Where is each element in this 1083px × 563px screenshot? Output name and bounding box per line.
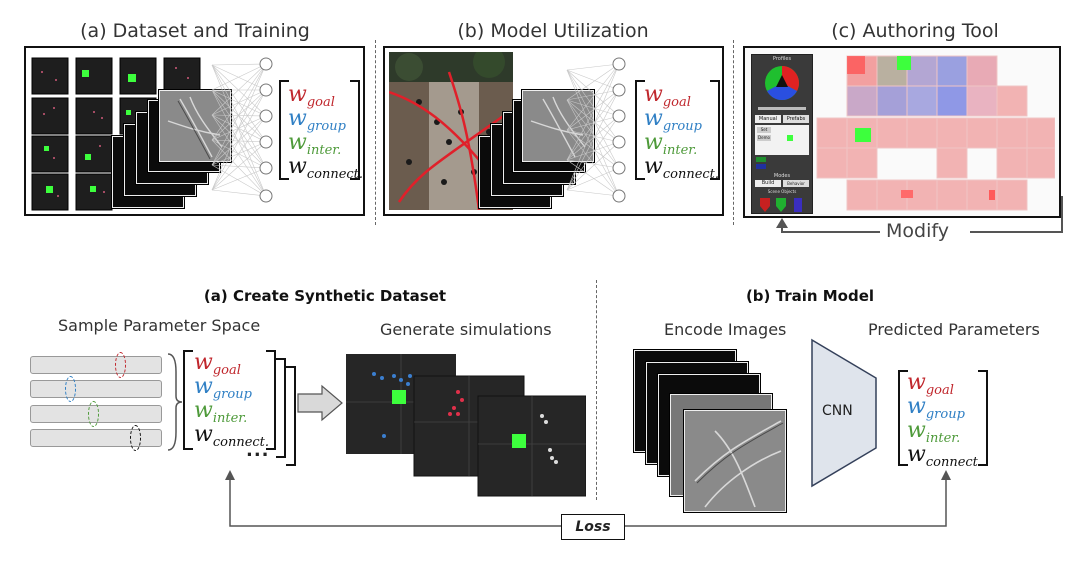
bottom-separator <box>596 280 597 500</box>
simulation-thumbnail-grid <box>31 57 201 211</box>
encoded-frame-5 <box>683 409 787 513</box>
vector-bracket-left-b <box>635 80 645 180</box>
w-inter: w <box>194 398 213 423</box>
top-separator-1 <box>375 40 376 225</box>
sample-weight-vector: wgoal wgroup winter. wconnect. <box>194 350 270 451</box>
w-connect: w <box>907 442 926 467</box>
w-connect: w <box>288 154 307 179</box>
w-group: w <box>288 106 307 131</box>
scene-objects-label: Scene Objects <box>767 189 797 194</box>
vector-bracket-left <box>279 80 289 180</box>
w-group: w <box>194 374 213 399</box>
generate-arrow <box>297 384 343 422</box>
demo-button[interactable]: Demo <box>757 135 771 141</box>
profile-slider[interactable] <box>758 107 806 110</box>
w-goal: w <box>194 350 213 375</box>
set-button[interactable]: Set <box>757 127 771 133</box>
sample-marker-connect <box>130 425 141 451</box>
panel-c-title: (c) Authoring Tool <box>831 20 999 42</box>
w-inter: w <box>644 130 663 155</box>
profile-color-wheel <box>765 66 799 100</box>
ellipsis: ... <box>246 440 270 461</box>
w-group: w <box>907 394 926 419</box>
vector-bracket-right-b <box>710 80 720 180</box>
panel-b-title: (b) Model Utilization <box>457 20 649 42</box>
stack-bracket-3 <box>286 366 296 466</box>
w-connect: w <box>194 422 213 447</box>
pred-vector-bracket-left <box>898 370 908 466</box>
panel-a-title: (a) Dataset and Training <box>80 20 310 42</box>
panel-c-box: Profiles Manual Prefabs Set Demo Modes B… <box>743 46 1061 218</box>
modify-feedback-arrow <box>776 196 1063 233</box>
top-separator-2 <box>733 40 734 225</box>
w-goal: w <box>644 82 663 107</box>
simulation-frames <box>346 354 586 497</box>
loss-feedback-arrow <box>225 470 951 527</box>
sample-marker-group <box>65 376 76 402</box>
w-connect: w <box>644 154 663 179</box>
sample-vector-bracket-right <box>266 350 276 450</box>
modes-label: Modes <box>773 173 791 179</box>
param-slider-goal[interactable] <box>30 356 162 374</box>
swatch-blue[interactable] <box>756 164 766 169</box>
pred-vector-bracket-right <box>978 370 988 466</box>
section-b-title: (b) Train Model <box>745 287 875 305</box>
sample-marker-inter <box>88 401 99 427</box>
predicted-parameters-label: Predicted Parameters <box>868 320 1040 339</box>
loss-label: Loss <box>561 514 625 540</box>
modify-label: Modify <box>886 220 949 242</box>
w-inter: w <box>288 130 307 155</box>
section-a-title: (a) Create Synthetic Dataset <box>203 287 447 305</box>
w-inter: w <box>907 418 926 443</box>
weight-vector-b: wgoal wgroup winter. wconnect. <box>644 82 720 183</box>
brace <box>167 353 183 451</box>
encode-images-label: Encode Images <box>664 320 787 339</box>
sample-parameter-space-label: Sample Parameter Space <box>58 316 261 335</box>
util-frame-5 <box>521 89 595 163</box>
scene-tile-grid <box>816 55 1055 211</box>
behavior-button[interactable]: Behavior <box>783 180 809 187</box>
param-slider-group[interactable] <box>30 380 162 398</box>
swatch-green[interactable] <box>756 157 766 162</box>
neural-network-diagram-b <box>566 57 626 203</box>
cnn-block <box>811 338 877 488</box>
vector-bracket-right <box>350 80 360 180</box>
sample-vector-bracket-left <box>183 350 193 450</box>
sample-marker-goal <box>115 352 126 378</box>
cnn-label: CNN <box>822 403 853 419</box>
manual-tab[interactable]: Manual <box>755 115 781 123</box>
stack-bracket-2 <box>276 358 286 458</box>
predicted-weight-vector: wgoal wgroup winter. wconnect. <box>907 370 983 471</box>
w-goal: w <box>907 370 926 395</box>
scene-object-icons <box>760 198 802 212</box>
generate-simulations-label: Generate simulations <box>380 320 552 339</box>
build-button[interactable]: Build <box>755 180 781 187</box>
profiles-label: Profiles <box>772 56 792 62</box>
w-goal: w <box>288 82 307 107</box>
tool-control-panel: Profiles Manual Prefabs Set Demo Modes B… <box>751 54 813 214</box>
trajectory-pattern <box>167 96 223 160</box>
neural-network-diagram <box>211 57 273 203</box>
panel-b-box: wgoal wgroup winter. wconnect. <box>383 46 724 216</box>
preview-green-square <box>787 135 793 141</box>
panel-a-box: wgoal wgroup winter. wconnect. <box>24 46 365 216</box>
param-slider-connect[interactable] <box>30 429 162 447</box>
weight-vector-a: wgoal wgroup winter. wconnect. <box>288 82 364 183</box>
tool-preview-area: Set Demo <box>755 125 809 155</box>
prefabs-tab[interactable]: Prefabs <box>783 115 809 123</box>
w-group: w <box>644 106 663 131</box>
